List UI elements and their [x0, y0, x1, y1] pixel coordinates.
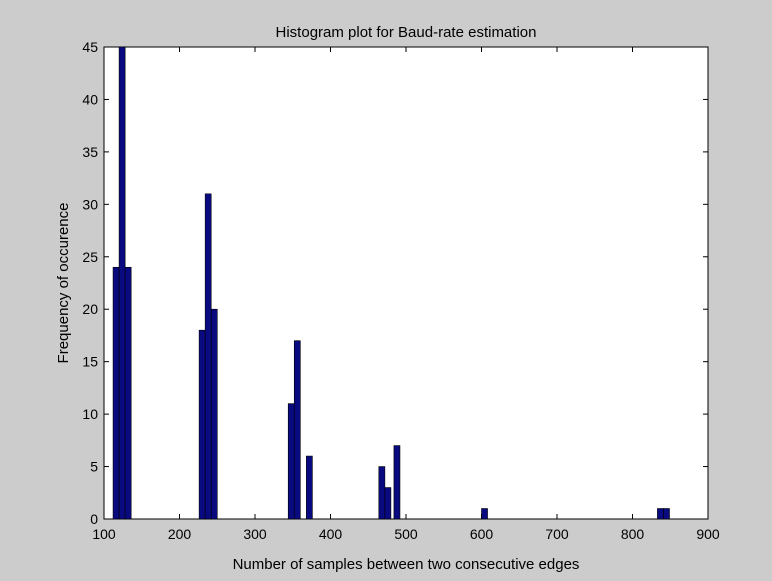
histogram-bar: [384, 487, 392, 520]
x-tick-label: 800: [621, 526, 645, 542]
histogram-bar: [657, 508, 664, 520]
y-tick-label: 0: [90, 511, 98, 527]
x-tick-label: 400: [319, 526, 343, 542]
histogram-bar: [112, 266, 120, 520]
histogram-bar: [378, 466, 386, 520]
histogram-bar: [663, 508, 670, 520]
histogram-bar: [210, 308, 218, 520]
y-tick-label: 10: [82, 406, 98, 422]
histogram-bar: [118, 46, 126, 520]
x-tick-label: 700: [545, 526, 569, 542]
x-tick-label: 900: [696, 526, 720, 542]
y-tick-label: 40: [82, 91, 98, 107]
x-axis-label: Number of samples between two consecutiv…: [233, 556, 580, 573]
chart-title: Histogram plot for Baud-rate estimation: [276, 24, 537, 41]
bars-group: [112, 46, 670, 520]
x-tick-label: 500: [394, 526, 418, 542]
histogram-bar: [124, 266, 132, 520]
y-tick-label: 30: [82, 196, 98, 212]
x-tick-label: 600: [470, 526, 494, 542]
histogram-bar: [204, 193, 212, 520]
y-axis-label: Frequency of occurence: [55, 203, 72, 364]
histogram-bar: [287, 403, 295, 520]
plot-area: [103, 46, 709, 520]
y-tick-label: 20: [82, 301, 98, 317]
x-tick-label: 200: [168, 526, 192, 542]
y-tick-label: 25: [82, 249, 98, 265]
y-tick-label: 15: [82, 354, 98, 370]
x-tick-label: 100: [92, 526, 116, 542]
x-tick-label: 300: [243, 526, 267, 542]
histogram-bar: [481, 508, 488, 520]
histogram-bar: [198, 329, 206, 520]
histogram-bar: [306, 455, 313, 520]
histogram-bar: [293, 340, 301, 520]
y-tick-label: 5: [90, 459, 98, 475]
ticks-group: 100 200 300 400 500 600 700 800 900 0 5 10 15 20 25 30 3…: [82, 39, 719, 542]
y-tick-label: 35: [82, 144, 98, 160]
histogram-bar: [393, 445, 401, 520]
y-tick-label: 45: [82, 39, 98, 55]
